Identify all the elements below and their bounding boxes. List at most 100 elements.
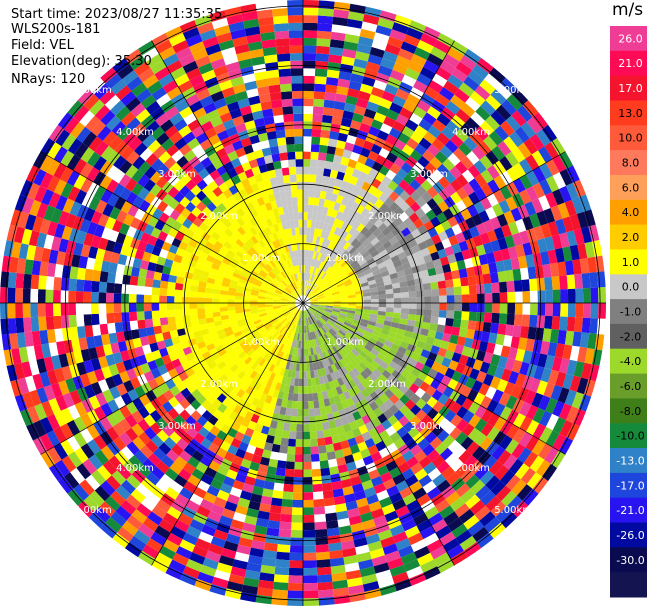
ppi-gate <box>332 579 348 590</box>
ppi-gate <box>397 461 411 474</box>
ppi-gate <box>362 292 371 297</box>
ppi-gate <box>582 303 591 319</box>
ppi-gate <box>275 38 290 47</box>
ppi-gate <box>376 281 385 288</box>
ppi-gate <box>406 456 419 469</box>
ppi-gate <box>235 347 245 356</box>
ppi-gate <box>443 325 453 335</box>
ppi-gate <box>294 143 303 152</box>
ppi-gate <box>386 262 395 271</box>
ppi-gate <box>381 227 392 237</box>
ppi-gate <box>162 512 178 526</box>
ppi-gate <box>202 420 214 432</box>
ppi-gate <box>325 299 334 302</box>
ppi-gate <box>265 370 273 380</box>
ppi-gate <box>552 303 561 317</box>
ppi-gate <box>363 486 377 498</box>
ppi-gate <box>398 211 409 222</box>
ppi-gate <box>235 448 246 459</box>
ppi-gate <box>340 156 350 167</box>
ppi-gate <box>279 76 292 85</box>
ppi-gate <box>120 446 135 461</box>
ppi-gate <box>307 290 313 298</box>
ppi-gate <box>254 525 268 535</box>
ppi-gate <box>347 88 360 99</box>
colorbar-tick-label: -8.0 <box>620 405 641 418</box>
ppi-gate <box>451 370 463 383</box>
colorbar-tick-label: 21.0 <box>618 57 643 70</box>
ppi-gate <box>330 225 337 234</box>
ppi-gate <box>232 511 247 523</box>
ppi-gate <box>316 30 332 40</box>
ppi-gate <box>311 284 318 292</box>
ppi-gate <box>281 319 288 326</box>
ppi-gate <box>389 102 403 114</box>
ppi-gate <box>99 501 116 517</box>
ppi-gate <box>260 350 268 359</box>
ppi-gate <box>474 173 488 188</box>
ppi-gate <box>380 471 393 483</box>
ppi-gate <box>117 526 134 542</box>
ppi-gate <box>498 281 508 293</box>
ppi-gate <box>244 427 255 438</box>
ppi-gate <box>316 244 322 253</box>
ppi-gate <box>229 363 239 373</box>
ppi-gate <box>383 186 394 197</box>
ppi-gate <box>311 385 318 394</box>
ppi-gate <box>85 474 101 491</box>
ppi-gate <box>125 427 139 442</box>
ppi-gate <box>336 456 347 466</box>
ppi-gate <box>303 454 312 463</box>
ppi-gate <box>408 303 417 309</box>
ppi-gate <box>303 166 311 175</box>
ppi-gate <box>200 473 214 486</box>
ppi-gate <box>382 50 398 63</box>
ppi-gate <box>378 192 389 203</box>
ppi-gate <box>373 241 383 250</box>
ppi-gate <box>509 458 524 475</box>
ppi-gate <box>0 287 8 303</box>
ppi-gate <box>335 211 344 220</box>
ppi-gate <box>455 232 466 244</box>
ppi-gate <box>342 48 357 59</box>
ppi-gate <box>287 392 294 401</box>
ppi-gate <box>392 174 404 186</box>
ppi-gate <box>331 291 340 296</box>
ppi-gate <box>69 326 79 340</box>
ppi-gate <box>290 377 296 386</box>
ppi-gate <box>231 385 241 395</box>
ppi-gate <box>416 340 426 350</box>
ppi-gate <box>66 419 80 436</box>
ppi-gate <box>436 113 451 127</box>
ppi-gate <box>120 500 137 515</box>
ppi-gate <box>331 162 341 172</box>
ppi-gate <box>425 209 437 221</box>
ppi-gate <box>368 501 382 512</box>
ppi-gate <box>244 475 256 486</box>
ppi-gate <box>105 376 117 390</box>
ppi-gate <box>566 165 580 183</box>
ppi-gate <box>475 350 486 362</box>
ppi-gate <box>356 244 365 253</box>
ppi-gate <box>357 327 366 334</box>
ppi-gate <box>408 291 417 298</box>
ppi-gate <box>355 51 370 62</box>
ppi-gate <box>303 582 319 591</box>
ppi-gate <box>444 183 457 197</box>
ppi-gate <box>401 468 415 481</box>
ppi-gate <box>214 419 225 431</box>
ppi-gate <box>444 453 459 467</box>
ppi-gate <box>316 45 330 55</box>
ppi-gate <box>345 254 354 263</box>
ppi-gate <box>559 168 573 186</box>
ppi-gate <box>153 447 167 461</box>
ppi-gate <box>545 303 553 317</box>
ppi-gate <box>361 347 371 356</box>
ppi-gate <box>420 349 431 359</box>
ppi-gate <box>15 287 24 303</box>
ppi-gate <box>522 242 533 256</box>
ppi-gate <box>410 190 422 202</box>
ppi-gate <box>345 500 358 511</box>
ppi-gate <box>129 320 139 331</box>
ppi-gate <box>479 120 495 136</box>
